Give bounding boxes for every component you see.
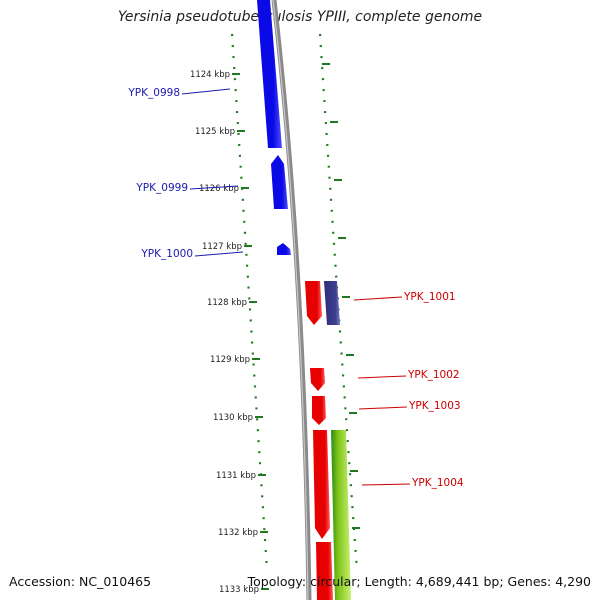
genome-title: Yersinia pseudotuberculosis YPIII, compl…	[117, 9, 483, 25]
gene-label-YPK_1002[interactable]: YPK_1002	[407, 369, 460, 381]
kbp-tick-label: 1124 kbp	[190, 70, 230, 80]
minus-strand-genes	[257, 0, 291, 255]
gene-leader-line	[181, 88, 231, 95]
gene-YPK_1000-block[interactable]	[277, 243, 291, 255]
gene-YPK_1004-block[interactable]	[313, 430, 330, 539]
kbp-tick-label: 1127 kbp	[202, 242, 242, 252]
gene-label-YPK_1004[interactable]: YPK_1004	[411, 477, 464, 489]
outer-tick-marks	[322, 63, 360, 529]
gene-label-YPK_1003[interactable]: YPK_1003	[408, 400, 461, 412]
gene-leader-line	[189, 185, 239, 190]
kbp-tick-label: 1126 kbp	[199, 184, 239, 194]
gene-leader-line	[357, 375, 407, 379]
accession-label: Accession: NC_010465	[9, 574, 152, 589]
gene-YPK_1001-block[interactable]	[305, 281, 322, 325]
gene-YPK_1002-block[interactable]	[310, 368, 325, 391]
gene-YPK_1003-block[interactable]	[312, 396, 326, 425]
kbp-tick-marks: 1124 kbp 1125 kbp 1126 kbp 1127 kbp 1128 kbp…	[190, 70, 269, 595]
feature-purple-block[interactable]	[324, 281, 340, 325]
gene-label-YPK_0998[interactable]: YPK_0998	[127, 87, 180, 99]
genome-summary-label: Topology: circular; Length: 4,689,441 bp…	[247, 574, 591, 589]
genome-backbone-highlight	[272, 0, 309, 600]
feature-green-block[interactable]	[331, 430, 351, 600]
gene-leader-line	[361, 483, 411, 486]
kbp-tick-label: 1133 kbp	[219, 585, 259, 595]
gene-leader-line	[358, 406, 408, 410]
kbp-tick-label: 1131 kbp	[216, 471, 256, 481]
downstream-red-block[interactable]	[316, 542, 333, 600]
genome-backbone	[271, 0, 312, 600]
plus-strand-genes	[305, 281, 351, 600]
gene-label-YPK_0999[interactable]: YPK_0999	[135, 182, 188, 194]
gene-labels: YPK_0998 YPK_0999 YPK_1000 YPK_1001 YPK_1002…	[127, 87, 464, 489]
gene-label-YPK_1000[interactable]: YPK_1000	[140, 248, 193, 260]
gene-YPK_0999-block[interactable]	[271, 155, 288, 209]
kbp-tick-label: 1129 kbp	[210, 355, 250, 365]
kbp-tick-label: 1130 kbp	[213, 413, 253, 423]
gene-leader-line	[353, 296, 403, 301]
kbp-tick-label: 1125 kbp	[195, 127, 235, 137]
gene-leader-line	[194, 251, 244, 257]
kbp-tick-label: 1132 kbp	[218, 528, 258, 538]
gene-label-YPK_1001[interactable]: YPK_1001	[403, 291, 456, 303]
gene-YPK_0998-block[interactable]	[257, 0, 282, 148]
kbp-tick-label: 1128 kbp	[207, 298, 247, 308]
